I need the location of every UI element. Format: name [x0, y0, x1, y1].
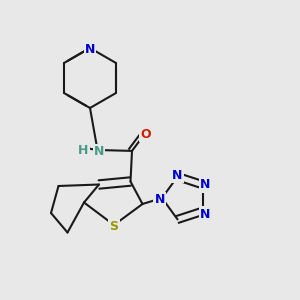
Text: O: O	[140, 128, 151, 141]
Text: S: S	[110, 220, 118, 233]
Text: N: N	[154, 193, 165, 206]
Text: N: N	[200, 208, 210, 221]
Text: N: N	[94, 145, 104, 158]
Text: N: N	[200, 178, 210, 191]
Text: N: N	[85, 43, 95, 56]
Text: N: N	[172, 169, 183, 182]
Text: H: H	[78, 143, 88, 157]
